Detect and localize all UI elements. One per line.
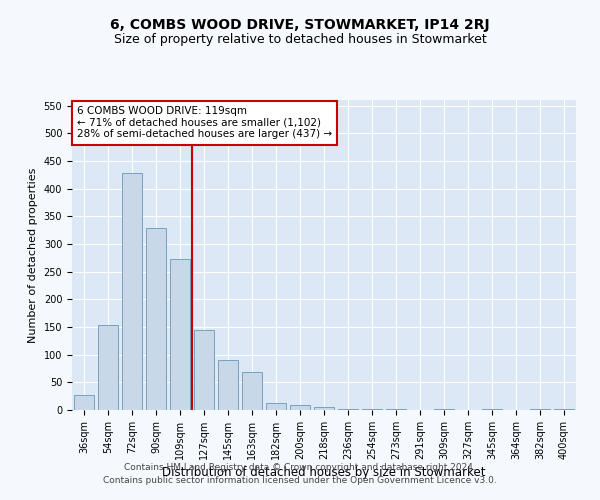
Bar — [122, 173, 142, 410]
Text: Size of property relative to detached houses in Stowmarket: Size of property relative to detached ho… — [113, 32, 487, 46]
Bar — [314, 406, 334, 410]
Bar — [242, 372, 262, 410]
Bar — [98, 326, 118, 410]
Bar — [74, 395, 94, 410]
Bar — [290, 405, 310, 410]
Bar — [170, 260, 190, 410]
X-axis label: Distribution of detached houses by size in Stowmarket: Distribution of detached houses by size … — [162, 466, 486, 479]
Bar — [218, 360, 238, 410]
Text: Contains public sector information licensed under the Open Government Licence v3: Contains public sector information licen… — [103, 476, 497, 485]
Text: 6, COMBS WOOD DRIVE, STOWMARKET, IP14 2RJ: 6, COMBS WOOD DRIVE, STOWMARKET, IP14 2R… — [110, 18, 490, 32]
Y-axis label: Number of detached properties: Number of detached properties — [28, 168, 38, 342]
Text: Contains HM Land Registry data © Crown copyright and database right 2024.: Contains HM Land Registry data © Crown c… — [124, 464, 476, 472]
Bar — [146, 228, 166, 410]
Bar — [554, 409, 574, 410]
Bar — [194, 330, 214, 410]
Text: 6 COMBS WOOD DRIVE: 119sqm
← 71% of detached houses are smaller (1,102)
28% of s: 6 COMBS WOOD DRIVE: 119sqm ← 71% of deta… — [77, 106, 332, 140]
Bar — [266, 404, 286, 410]
Bar — [338, 409, 358, 410]
